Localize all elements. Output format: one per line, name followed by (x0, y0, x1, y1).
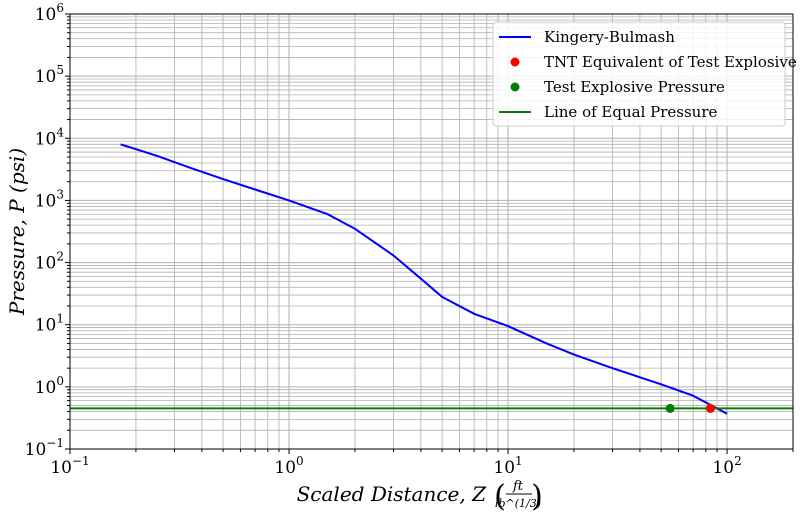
y-tick-label: 104 (35, 125, 65, 149)
y-tick-labels: 10−1 100 101 102 103 104 105 106 (25, 1, 65, 460)
legend-label: TNT Equivalent of Test Explosive (544, 53, 797, 71)
axis-ticks (65, 13, 794, 454)
plot-area-frame (69, 13, 794, 450)
x-tick-label: 101 (493, 454, 522, 478)
legend: Kingery-Bulmash TNT Equivalent of Test Ex… (492, 21, 797, 127)
point-test-explosive (665, 403, 675, 413)
x-tick-label: 10−1 (50, 454, 89, 478)
y-tick-label: 106 (35, 1, 64, 25)
series-line-kingery-bulmash (120, 143, 728, 415)
y-tick-label: 105 (35, 63, 64, 87)
minor-gridlines (70, 14, 794, 449)
x-tick-label: 102 (712, 454, 741, 478)
series-layer (70, 143, 793, 415)
point-tnt-equivalent (705, 403, 715, 413)
y-axis-label: Pressure, P (psi) (5, 148, 29, 316)
y-tick-label: 100 (35, 374, 64, 398)
legend-marker (510, 57, 520, 67)
legend-box (492, 21, 786, 127)
x-tick-label: 100 (274, 454, 303, 478)
x-unit-left-paren: ( (494, 479, 506, 514)
y-tick-label: 10−1 (25, 436, 64, 460)
legend-marker (510, 82, 520, 92)
y-tick-label: 103 (35, 187, 64, 211)
y-tick-label: 101 (35, 312, 64, 336)
y-tick-label: 102 (35, 250, 64, 274)
x-tick-labels: 10−1 100 101 102 (50, 454, 741, 478)
x-unit-right-paren: ) (531, 479, 543, 514)
x-axis-label: Scaled Distance, Z (297, 482, 488, 506)
x-axis-unit: ft lb^(1/3) () (494, 479, 543, 514)
legend-label: Line of Equal Pressure (544, 103, 718, 121)
legend-label: Kingery-Bulmash (544, 28, 675, 46)
x-unit-numerator: ft (512, 479, 524, 494)
legend-label: Test Explosive Pressure (544, 78, 725, 96)
x-unit-denominator: lb^(1/3) (495, 497, 541, 510)
